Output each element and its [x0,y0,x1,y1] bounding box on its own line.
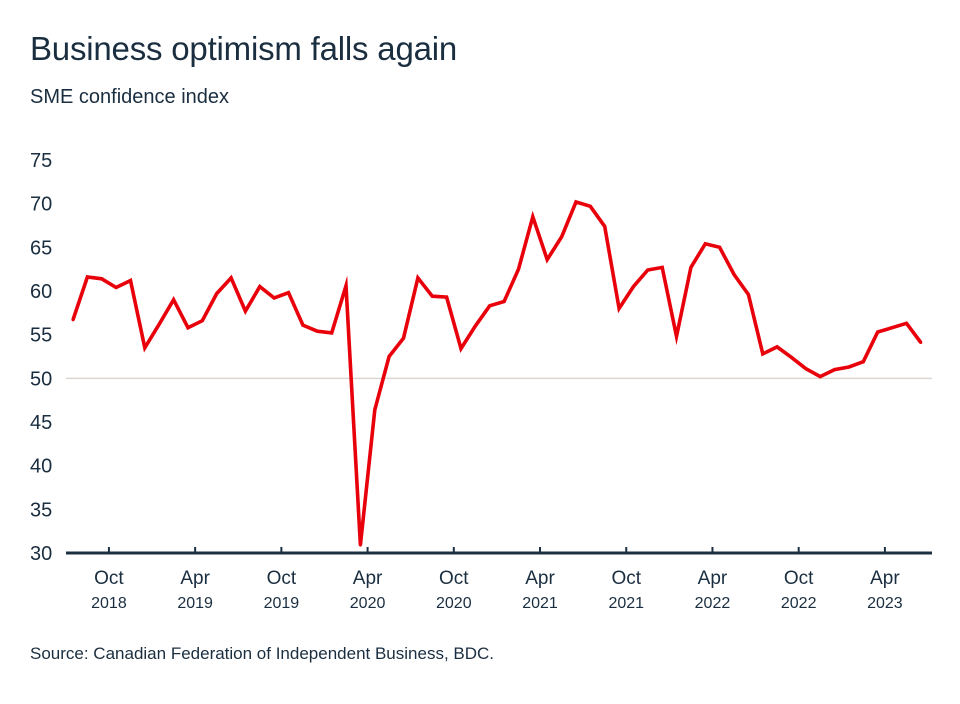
x-tick-label-month: Apr [698,568,728,589]
x-tick-label-year: 2022 [695,595,731,612]
x-tick-label-year: 2022 [781,595,817,612]
data-point [287,291,291,295]
data-point [128,279,132,283]
x-tick-label-month: Oct [94,568,124,589]
data-point [775,345,779,349]
y-tick-label: 45 [30,412,52,434]
data-point [531,215,535,219]
chart-subtitle: SME confidence index [30,86,230,108]
data-point [675,334,679,338]
data-point [516,267,520,271]
data-point [416,276,420,280]
y-tick-label: 50 [30,368,52,390]
data-point [229,276,233,280]
data-point [272,296,276,300]
data-point [100,277,104,281]
data-point [904,321,908,325]
data-point [732,272,736,276]
y-tick-label: 60 [30,281,52,303]
data-point [689,265,693,269]
data-point [890,326,894,330]
y-tick-label: 40 [30,456,52,478]
data-point [488,304,492,308]
x-tick-label-month: Apr [525,568,555,589]
data-point [545,258,549,262]
data-point [143,346,147,350]
data-point [833,368,837,372]
data-point [243,309,247,313]
y-axis-ticks: 75 70 65 60 55 50 45 40 35 30 [30,150,52,565]
data-point [315,329,319,333]
data-point [157,322,161,326]
y-tick-label: 35 [30,499,52,521]
y-tick-label: 55 [30,325,52,347]
data-point [71,318,75,322]
data-point [761,352,765,356]
data-point [459,347,463,351]
chart-title: Business optimism falls again [30,30,458,67]
source-note: Source: Canadian Federation of Independe… [30,644,495,663]
y-tick-label: 65 [30,237,52,259]
data-point [718,245,722,249]
data-point [617,306,621,310]
data-point [746,292,750,296]
data-point [703,242,707,246]
data-point [330,331,334,335]
data-point [358,543,362,547]
x-tick-label-year: 2021 [522,595,558,612]
x-tick-label-month: Apr [180,568,210,589]
data-point [818,375,822,379]
data-point [172,298,176,302]
x-tick-label-month: Apr [353,568,383,589]
data-point [344,284,348,288]
data-point [861,360,865,364]
data-point [631,285,635,289]
data-point [574,200,578,204]
data-point [387,355,391,358]
data-point [301,323,305,327]
data-point [200,319,204,323]
x-tick-label-year: 2019 [264,595,300,612]
x-tick-label-year: 2019 [177,595,213,612]
series-line-sme-confidence [71,199,923,546]
x-axis: Oct 2018 Apr 2019 Oct 2019 Apr 2020 Oct 2020 Apr 20… [66,547,932,612]
data-point [445,295,449,299]
x-tick-label-month: Oct [784,568,814,589]
data-point [186,326,190,330]
data-point [215,292,219,296]
x-tick-label-month: Oct [267,568,297,589]
x-tick-label-year: 2018 [91,595,127,612]
data-points [71,200,923,547]
y-tick-label: 30 [30,543,52,565]
x-tick-label-year: 2021 [608,595,644,612]
data-point [402,336,406,340]
data-point [660,265,664,269]
x-tick-label-year: 2020 [350,595,386,612]
data-point [790,355,793,359]
data-point [919,341,923,345]
data-point [85,275,89,279]
data-point [258,285,262,289]
data-point [603,224,607,228]
data-point [114,286,118,290]
x-tick-label-year: 2023 [867,595,903,612]
data-point [804,367,808,371]
x-tick-label-year: 2020 [436,595,472,612]
data-point [646,268,650,272]
y-tick-label: 70 [30,194,52,216]
data-point [373,408,377,412]
data-point [473,324,477,328]
x-tick-label-month: Oct [611,568,641,589]
data-point [430,294,434,298]
x-tick-label-month: Oct [439,568,469,589]
y-tick-label: 75 [30,150,52,172]
data-point [502,299,506,303]
x-tick-label-month: Apr [870,568,900,589]
data-point [876,330,880,334]
data-point [560,235,564,239]
data-point [588,204,592,208]
data-point [847,365,851,369]
